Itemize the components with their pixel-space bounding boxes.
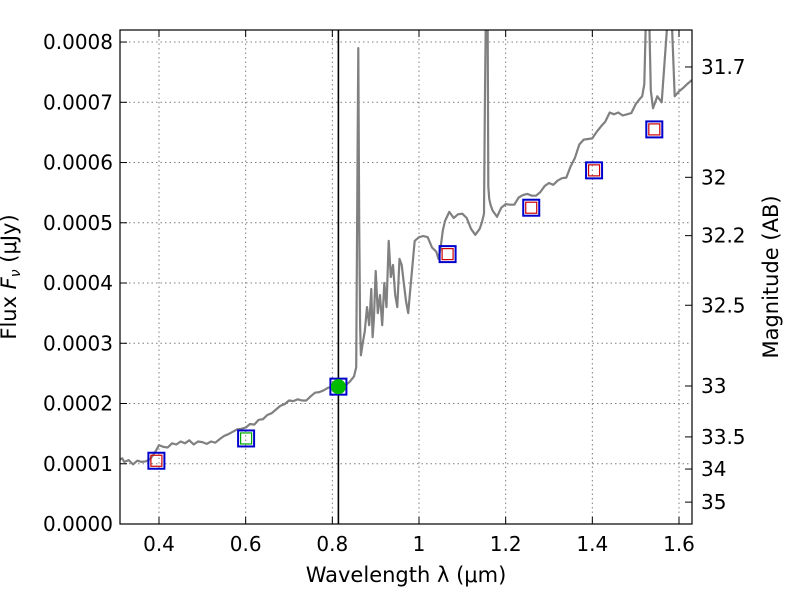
- y-tick-label-0: 0.0000: [43, 512, 113, 536]
- x-tick-label-1: 0.6: [230, 532, 262, 556]
- photometry-box-3: [438, 245, 457, 264]
- mag-tick-label-4: 33: [701, 374, 726, 398]
- x-tick-label-5: 1.4: [576, 532, 608, 556]
- mag-tick-label-5: 33.5: [701, 425, 746, 449]
- y-axis-label-symbol: F: [0, 276, 21, 289]
- model-flux-marker-5: [587, 164, 601, 177]
- photometry-point-5: [585, 161, 604, 180]
- model-flux-marker-4: [525, 201, 538, 214]
- x-tick-label-6: 1.6: [663, 532, 695, 556]
- x-axis-label: Wavelength λ (μm): [306, 563, 507, 587]
- mag-tick-label-3: 32.5: [701, 293, 746, 317]
- y-tick-label-3: 0.0003: [43, 331, 113, 355]
- plot-frame: [119, 29, 693, 525]
- model-flux-marker-6: [648, 123, 661, 136]
- model-flux-marker-0: [150, 454, 163, 467]
- mag-tick-label-2: 32.2: [701, 224, 746, 248]
- grid-lines: [120, 30, 692, 525]
- y-axis-label-suffix: (μJy): [0, 214, 21, 269]
- photometry-box-1: [237, 429, 256, 448]
- detected-flux-marker: [330, 379, 346, 395]
- photometry-point-4: [522, 198, 541, 217]
- y-tick-label-5: 0.0005: [43, 211, 113, 235]
- series-layer: [120, 30, 692, 524]
- x-tick-label-2: 0.8: [316, 532, 348, 556]
- photometry-box-2: [329, 377, 348, 396]
- y-axis-label-subscript: ν: [8, 269, 24, 277]
- y-axis-label: Flux Fν (μJy): [0, 214, 24, 339]
- model-flux-marker-3: [441, 248, 454, 261]
- x-tick-label-4: 1.2: [490, 532, 522, 556]
- model-flux-marker-1: [240, 432, 253, 445]
- mag-tick-label-7: 35: [701, 490, 726, 514]
- photometry-box-5: [585, 161, 604, 180]
- mag-tick-label-1: 32: [701, 165, 726, 189]
- photometry-point-1: [237, 429, 256, 448]
- mag-tick-label-6: 34: [701, 457, 726, 481]
- spectrum-line: [120, 30, 692, 466]
- y-tick-label-4: 0.0004: [43, 271, 113, 295]
- photometry-box-0: [147, 451, 166, 470]
- y-tick-label-7: 0.0007: [43, 90, 113, 114]
- photometry-box-4: [522, 198, 541, 217]
- y-tick-label-6: 0.0006: [43, 151, 113, 175]
- plot-content: [120, 30, 692, 524]
- y-tick-label-8: 0.0008: [43, 30, 113, 54]
- photometry-box-6: [645, 120, 664, 139]
- y-tick-label-2: 0.0002: [43, 392, 113, 416]
- photometry-point-0: [147, 451, 166, 470]
- photometry-point-2: [329, 377, 348, 396]
- mag-tick-label-0: 31.7: [701, 55, 746, 79]
- photometry-point-6: [645, 120, 664, 139]
- y-axis-label-prefix: Flux: [0, 289, 21, 339]
- x-tick-label-0: 0.4: [143, 532, 175, 556]
- x-tick-label-3: 1: [413, 532, 426, 556]
- right-axis-label: Magnitude (AB): [759, 195, 783, 358]
- photometry-point-3: [438, 245, 457, 264]
- axis-ticks: 0.4 0.6 0.8 1 1.2 1.4 1.6 0.0000 0.0001 0.0002 0.0…: [43, 30, 746, 556]
- y-tick-label-1: 0.0001: [43, 452, 113, 476]
